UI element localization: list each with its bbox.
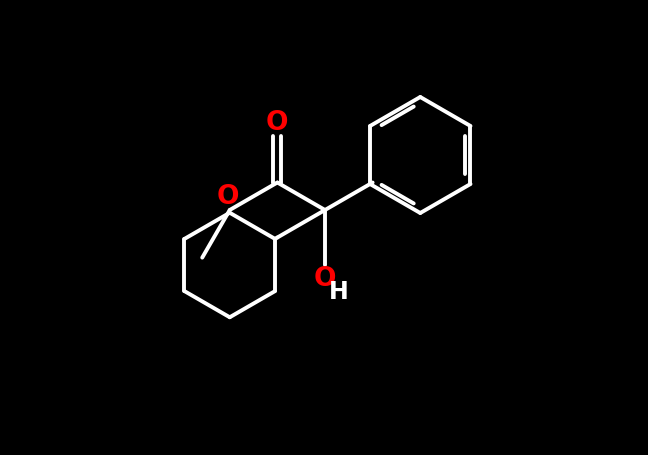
- Text: H: H: [329, 279, 349, 303]
- Text: O: O: [314, 265, 336, 291]
- Text: O: O: [216, 184, 239, 210]
- Text: O: O: [266, 110, 288, 136]
